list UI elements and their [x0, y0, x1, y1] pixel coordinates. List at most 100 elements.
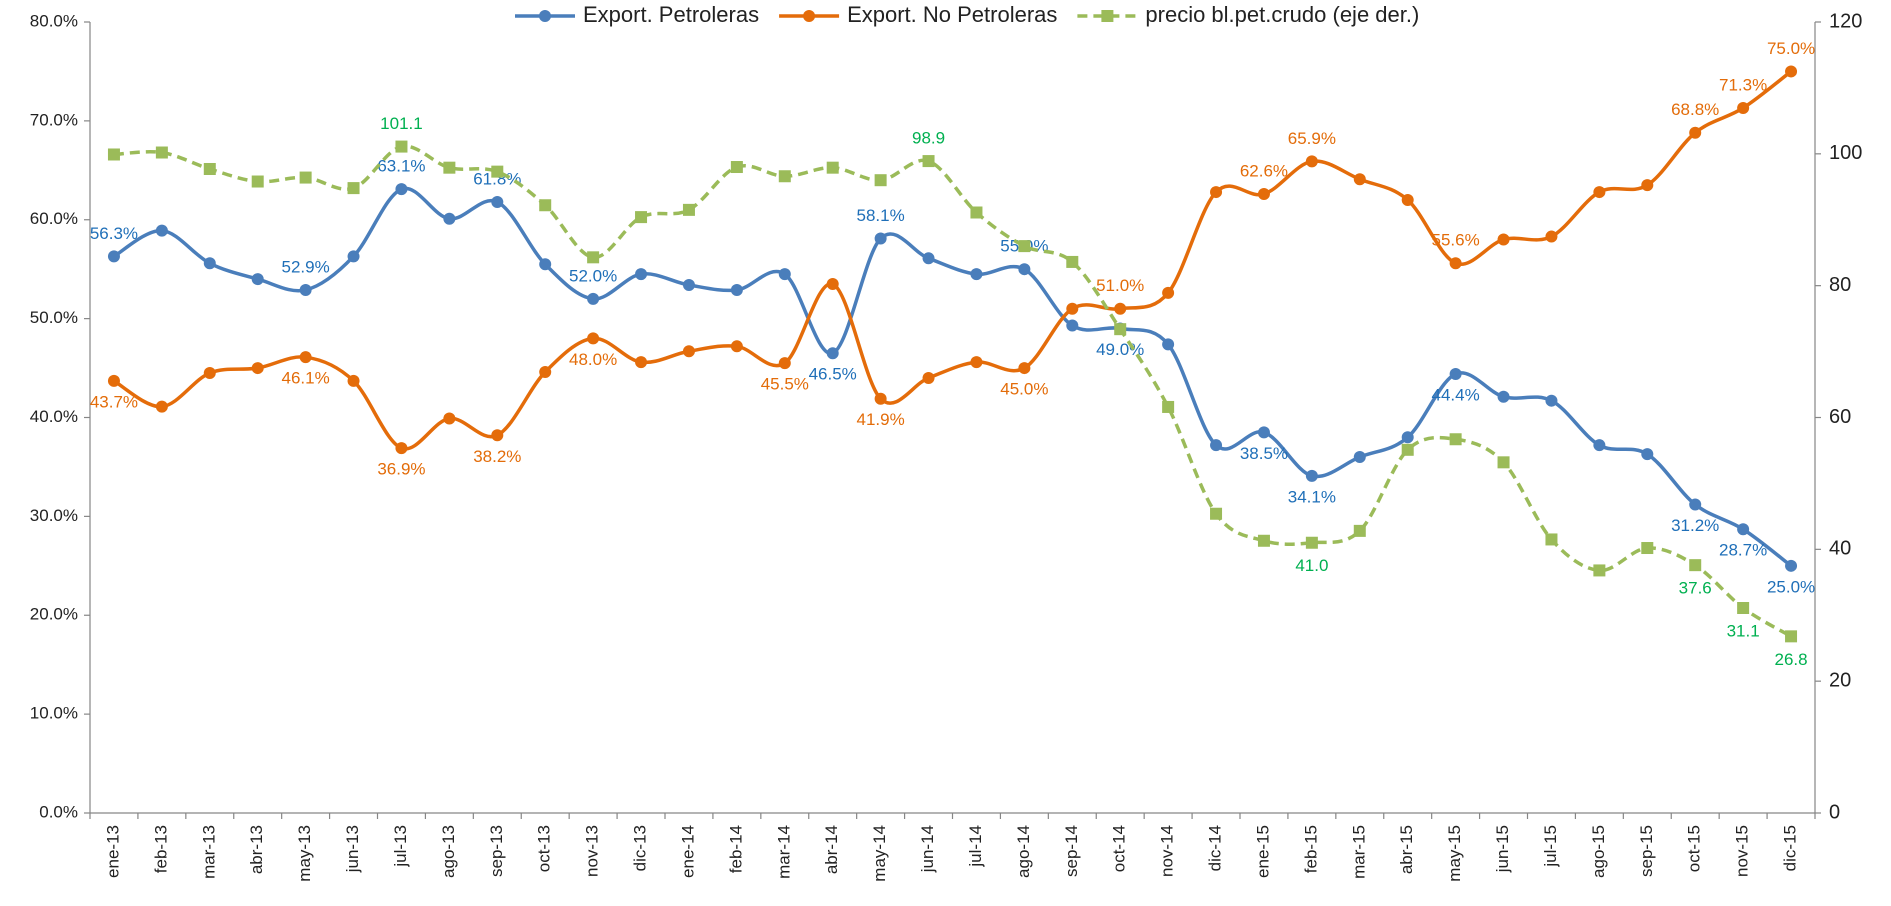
data-label: 71.3% [1719, 76, 1767, 95]
marker [922, 252, 935, 265]
marker [635, 356, 648, 369]
marker [1689, 126, 1702, 139]
marker [1066, 319, 1079, 332]
marker [1545, 394, 1558, 407]
data-label: 38.2% [473, 447, 521, 466]
marker [1257, 188, 1270, 201]
marker [1353, 173, 1366, 186]
marker [107, 148, 120, 161]
x-tick-label: feb-14 [726, 825, 745, 873]
data-label: 36.9% [377, 460, 425, 479]
legend-label: Export. No Petroleras [847, 2, 1057, 27]
marker [922, 155, 935, 168]
marker [347, 182, 360, 195]
marker [1497, 456, 1510, 469]
marker [203, 367, 216, 380]
series-line [113, 70, 1793, 451]
x-tick-label: dic-14 [1206, 825, 1225, 871]
y2-tick-label: 0 [1829, 801, 1840, 823]
data-label: 45.5% [761, 375, 809, 394]
marker [1401, 431, 1414, 444]
y-tick-label: 30.0% [30, 506, 78, 525]
data-label: 37.6 [1679, 579, 1712, 598]
x-tick-label: may-13 [295, 825, 314, 882]
marker [587, 292, 600, 305]
marker [1449, 257, 1462, 270]
marker [395, 140, 408, 153]
marker [155, 224, 168, 237]
marker [203, 257, 216, 270]
marker [1641, 179, 1654, 192]
marker [682, 203, 695, 216]
x-tick-label: mar-13 [199, 825, 218, 879]
legend: Export. Petroleras Export. No Petroleras p… [515, 2, 1419, 27]
marker [778, 268, 791, 281]
x-tick-label: abr-14 [822, 825, 841, 874]
marker [1210, 186, 1223, 199]
marker [587, 251, 600, 264]
x-tick-label: may-15 [1445, 825, 1464, 882]
data-label: 45.0% [1000, 380, 1048, 399]
marker [1066, 302, 1079, 315]
marker [1593, 564, 1606, 577]
y-tick-label: 0.0% [39, 802, 78, 821]
y-tick-label: 80.0% [30, 11, 78, 30]
marker [155, 400, 168, 413]
marker [1257, 426, 1270, 439]
y-tick-label: 50.0% [30, 308, 78, 327]
marker [922, 371, 935, 384]
y2-tick-label: 20 [1829, 669, 1851, 691]
marker [1162, 286, 1175, 299]
x-tick-label: may-14 [870, 825, 889, 882]
marker [730, 161, 743, 174]
series-line [113, 186, 1793, 568]
data-label: 31.1 [1727, 621, 1760, 640]
data-label: 48.0% [569, 350, 617, 369]
x-tick-label: ene-13 [103, 825, 122, 878]
series-line [113, 144, 1792, 638]
data-label: 26.8 [1774, 650, 1807, 669]
marker [1641, 448, 1654, 461]
x-tick-label: ago-15 [1589, 825, 1608, 878]
marker [1018, 240, 1031, 253]
data-label: 56.3% [90, 224, 138, 243]
marker [1449, 367, 1462, 380]
data-label: 61.8% [473, 169, 521, 188]
marker [778, 357, 791, 370]
x-tick-label: ene-15 [1253, 825, 1272, 878]
marker [1689, 498, 1702, 511]
x-tick-label: jun-14 [918, 825, 937, 873]
data-label: 63.1% [377, 157, 425, 176]
data-label: 28.7% [1719, 541, 1767, 560]
marker [1305, 536, 1318, 549]
marker [1641, 542, 1654, 555]
x-tick-label: sep-15 [1637, 825, 1656, 877]
x-tick-label: abr-13 [247, 825, 266, 874]
x-tick-label: ago-13 [439, 825, 458, 878]
marker [491, 429, 504, 442]
marker [730, 283, 743, 296]
legend-marker [803, 10, 816, 22]
marker [874, 392, 887, 405]
legend-label: Export. Petroleras [583, 2, 759, 27]
marker [730, 340, 743, 353]
marker [395, 442, 408, 455]
x-tick-label: sep-13 [487, 825, 506, 877]
x-tick-label: oct-13 [535, 825, 554, 872]
marker [1497, 390, 1510, 403]
data-label: 65.9% [1288, 129, 1336, 148]
marker [1210, 507, 1223, 520]
marker [1497, 233, 1510, 246]
marker [1785, 630, 1798, 643]
x-tick-label: sep-14 [1062, 825, 1081, 877]
y-tick-label: 10.0% [30, 704, 78, 723]
data-label: 52.0% [569, 266, 617, 285]
data-label: 41.9% [857, 410, 905, 429]
marker [635, 211, 648, 224]
y2-tick-label: 100 [1829, 142, 1862, 164]
marker [1018, 263, 1031, 276]
marker [1018, 362, 1031, 375]
data-label: 31.2% [1671, 516, 1719, 535]
marker [826, 161, 839, 174]
data-label: 75.0% [1767, 39, 1815, 58]
